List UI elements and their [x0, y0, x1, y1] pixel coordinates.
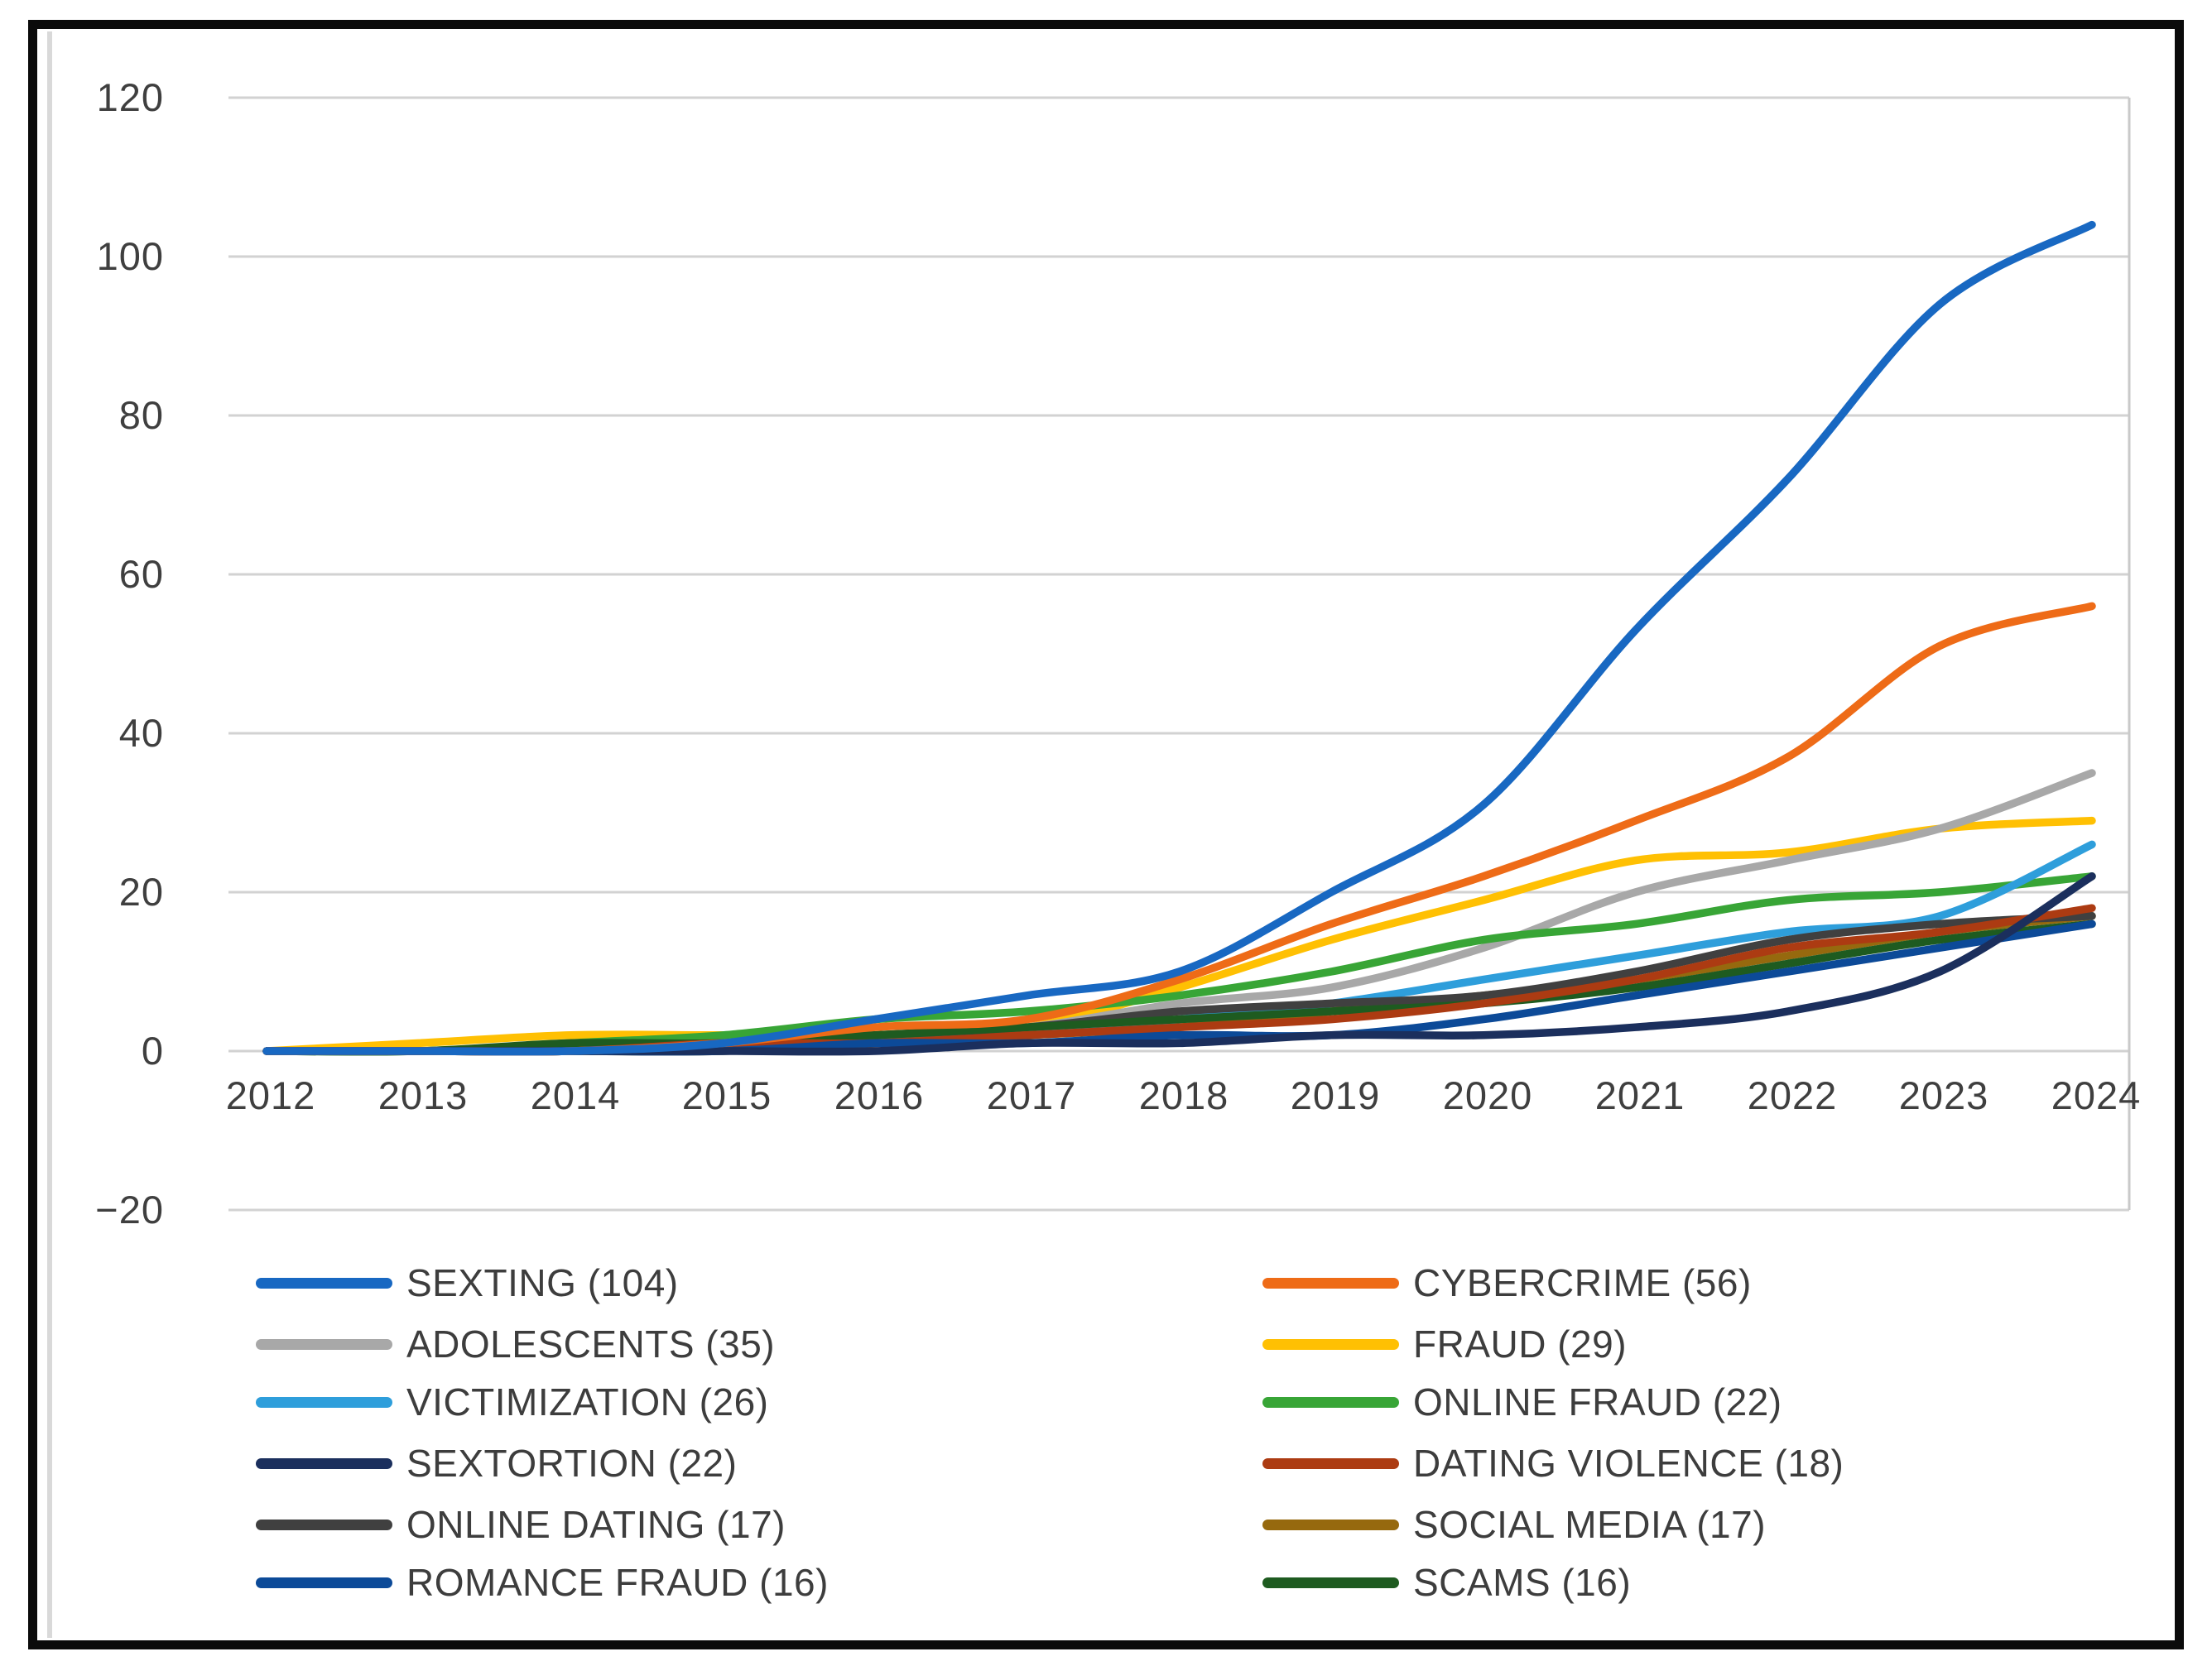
- social-media-line-swatch-icon: [1262, 1519, 1399, 1530]
- x-tick-2018: 2018: [1138, 1073, 1229, 1117]
- dating-violence-line-swatch-icon: [1262, 1457, 1399, 1469]
- y-tick-100: 100: [96, 234, 164, 278]
- romance-fraud-line-swatch-icon: [256, 1577, 392, 1588]
- legend-label-scams: SCAMS (16): [1413, 1561, 1632, 1604]
- legend-label-adolescents: ADOLESCENTS (35): [406, 1323, 776, 1366]
- legend-item-adolescents: ADOLESCENTS (35): [256, 1321, 775, 1367]
- scams-line-swatch-icon: [1262, 1577, 1399, 1588]
- x-tick-2014: 2014: [530, 1073, 621, 1117]
- legend-item-online-dating: ONLINE DATING (17): [256, 1501, 786, 1548]
- legend-item-victimization: VICTIMIZATION (26): [256, 1379, 769, 1425]
- sextortion-line-swatch-icon: [256, 1457, 392, 1469]
- legend-item-cybercrime: CYBERCRIME (56): [1262, 1260, 1752, 1306]
- online-dating-line-swatch-icon: [256, 1519, 392, 1530]
- y-tick-20: 20: [118, 870, 164, 914]
- legend-label-dating-violence: DATING VIOLENCE (18): [1413, 1442, 1844, 1485]
- x-tick-2016: 2016: [834, 1073, 925, 1117]
- legend-label-victimization: VICTIMIZATION (26): [406, 1380, 769, 1424]
- legend-label-online-dating: ONLINE DATING (17): [406, 1503, 786, 1546]
- x-tick-2024: 2024: [2051, 1073, 2142, 1117]
- legend-label-social-media: SOCIAL MEDIA (17): [1413, 1503, 1767, 1546]
- legend-label-romance-fraud: ROMANCE FRAUD (16): [406, 1561, 829, 1604]
- x-tick-2017: 2017: [986, 1073, 1077, 1117]
- adolescents-line-swatch-icon: [256, 1338, 392, 1350]
- legend-item-online-fraud: ONLINE FRAUD (22): [1262, 1379, 1782, 1425]
- y-tick-60: 60: [118, 552, 164, 596]
- x-tick-2013: 2013: [377, 1073, 469, 1117]
- cybercrime-line-swatch-icon: [1262, 1277, 1399, 1289]
- legend-item-sextortion: SEXTORTION (22): [256, 1440, 737, 1486]
- series-line-fraud: [262, 816, 2096, 1055]
- x-tick-2012: 2012: [225, 1073, 316, 1117]
- y-tick-0: 0: [141, 1029, 164, 1073]
- x-tick-2020: 2020: [1442, 1073, 1533, 1117]
- legend-item-social-media: SOCIAL MEDIA (17): [1262, 1501, 1766, 1548]
- y-tick-40: 40: [118, 711, 164, 755]
- legend-item-scams: SCAMS (16): [1262, 1559, 1631, 1606]
- legend-item-fraud: FRAUD (29): [1262, 1321, 1627, 1367]
- series-line-scams: [262, 919, 2096, 1056]
- y-tick-80: 80: [118, 393, 164, 437]
- series-line-sexting: [262, 220, 2096, 1056]
- x-tick-2019: 2019: [1290, 1073, 1381, 1117]
- x-tick-2023: 2023: [1898, 1073, 1989, 1117]
- x-tick-2021: 2021: [1594, 1073, 1685, 1117]
- sexting-line-swatch-icon: [256, 1277, 392, 1289]
- y-tick-neg20: −20: [95, 1188, 164, 1231]
- legend-item-sexting: SEXTING (104): [256, 1260, 679, 1306]
- legend-label-sexting: SEXTING (104): [406, 1261, 679, 1304]
- legend-label-cybercrime: CYBERCRIME (56): [1413, 1261, 1752, 1304]
- legend-label-fraud: FRAUD (29): [1413, 1323, 1628, 1366]
- victimization-line-swatch-icon: [256, 1396, 392, 1408]
- x-tick-2015: 2015: [681, 1073, 772, 1117]
- legend-item-romance-fraud: ROMANCE FRAUD (16): [256, 1559, 829, 1606]
- legend-item-dating-violence: DATING VIOLENCE (18): [1262, 1440, 1844, 1486]
- fraud-line-swatch-icon: [1262, 1338, 1399, 1350]
- legend-label-sextortion: SEXTORTION (22): [406, 1442, 738, 1485]
- x-tick-2022: 2022: [1747, 1073, 1838, 1117]
- y-tick-120: 120: [96, 75, 164, 119]
- plot-left-edge-line: [47, 31, 52, 1638]
- online-fraud-line-swatch-icon: [1262, 1396, 1399, 1408]
- legend-label-online-fraud: ONLINE FRAUD (22): [1413, 1380, 1782, 1424]
